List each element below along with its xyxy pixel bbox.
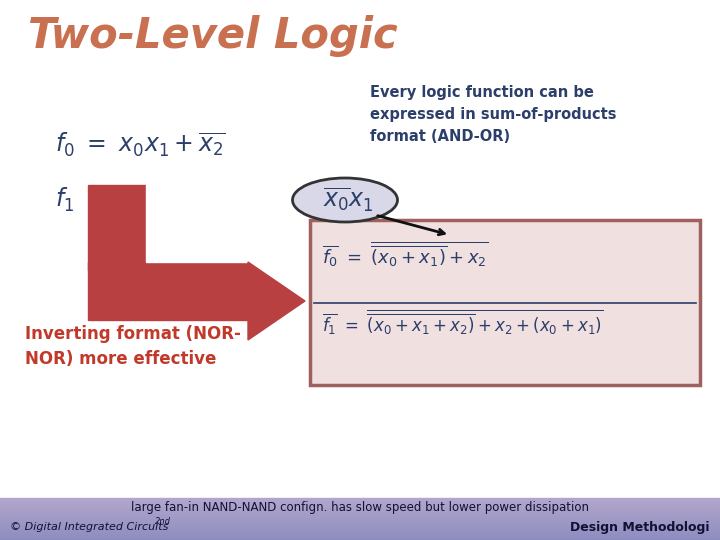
Text: $\overline{f_0}\ =\ \overline{\overline{(x_0+x_1)}+x_2}$: $\overline{f_0}\ =\ \overline{\overline{… bbox=[322, 240, 488, 269]
Bar bbox=[0, 523, 720, 524]
Bar bbox=[0, 533, 720, 534]
Bar bbox=[0, 513, 720, 514]
Bar bbox=[0, 524, 720, 525]
Bar bbox=[0, 503, 720, 504]
Bar bbox=[0, 531, 720, 532]
Bar bbox=[88, 262, 248, 320]
Ellipse shape bbox=[292, 178, 397, 222]
Text: $f_1\ =\ x_o x_1 x_2 + \overline{x_2}\ +$: $f_1\ =\ x_o x_1 x_2 + \overline{x_2}\ +… bbox=[55, 186, 280, 214]
Bar bbox=[146, 184, 308, 262]
Bar bbox=[0, 525, 720, 526]
Bar bbox=[0, 502, 720, 503]
Bar bbox=[0, 516, 720, 517]
Bar bbox=[0, 514, 720, 515]
Text: $\overline{f_1}\ =\ \overline{\overline{(x_0+x_1+x_2)}+x_2+(x_0+x_1)}$: $\overline{f_1}\ =\ \overline{\overline{… bbox=[322, 308, 603, 337]
Bar bbox=[0, 532, 720, 533]
Text: © Digital Integrated Circuits: © Digital Integrated Circuits bbox=[10, 522, 168, 532]
Bar bbox=[0, 521, 720, 522]
Bar bbox=[0, 499, 720, 500]
Bar bbox=[0, 518, 720, 519]
Bar bbox=[0, 517, 720, 518]
Bar bbox=[0, 535, 720, 536]
Bar bbox=[0, 515, 720, 516]
Bar bbox=[0, 529, 720, 530]
Text: large fan-in NAND-NAND confign. has slow speed but lower power dissipation: large fan-in NAND-NAND confign. has slow… bbox=[131, 502, 589, 515]
Bar bbox=[0, 512, 720, 513]
Bar bbox=[0, 504, 720, 505]
Text: Inverting format (NOR-
NOR) more effective: Inverting format (NOR- NOR) more effecti… bbox=[25, 325, 241, 368]
Bar bbox=[0, 534, 720, 535]
Text: $f_0\ =\ x_0 x_1 + \overline{x_2}$: $f_0\ =\ x_0 x_1 + \overline{x_2}$ bbox=[55, 131, 225, 159]
Bar bbox=[0, 526, 720, 527]
Bar bbox=[0, 539, 720, 540]
Bar bbox=[0, 530, 720, 531]
Bar bbox=[0, 520, 720, 521]
Bar bbox=[0, 508, 720, 509]
Text: minterm: minterm bbox=[458, 228, 552, 247]
Bar bbox=[0, 511, 720, 512]
Bar bbox=[0, 507, 720, 508]
Bar bbox=[0, 510, 720, 511]
Bar bbox=[0, 500, 720, 501]
Text: 2nd: 2nd bbox=[155, 517, 171, 526]
Bar bbox=[88, 185, 146, 270]
Bar bbox=[0, 528, 720, 529]
Bar bbox=[0, 536, 720, 537]
Text: Two-Level Logic: Two-Level Logic bbox=[28, 15, 397, 57]
Text: $\overline{x_0}x_1$: $\overline{x_0}x_1$ bbox=[323, 186, 374, 214]
Bar bbox=[0, 522, 720, 523]
Text: Every logic function can be
expressed in sum-of-products
format (AND-OR): Every logic function can be expressed in… bbox=[370, 85, 616, 144]
Bar bbox=[0, 505, 720, 506]
Bar bbox=[0, 538, 720, 539]
Bar bbox=[0, 509, 720, 510]
Bar bbox=[0, 501, 720, 502]
Polygon shape bbox=[248, 262, 305, 340]
Bar bbox=[0, 527, 720, 528]
FancyBboxPatch shape bbox=[310, 220, 700, 385]
Bar bbox=[0, 506, 720, 507]
Bar bbox=[0, 519, 720, 520]
Text: Design Methodologi: Design Methodologi bbox=[570, 521, 710, 534]
Bar bbox=[0, 498, 720, 499]
Bar bbox=[0, 537, 720, 538]
